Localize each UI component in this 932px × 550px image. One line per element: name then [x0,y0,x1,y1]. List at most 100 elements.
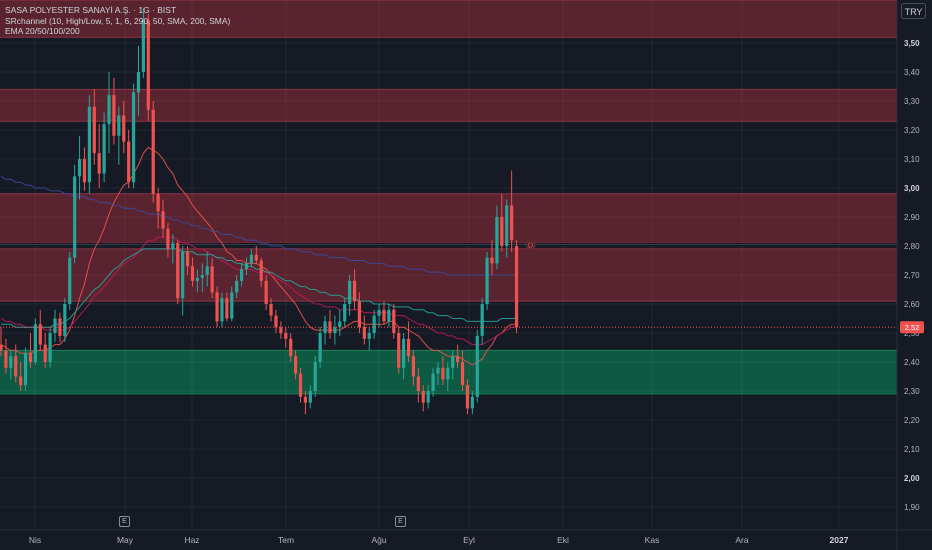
candle-body [131,92,136,183]
candle-body [171,243,175,249]
candle-body [303,396,308,403]
chart-legend: SASA POLYESTER SANAYİ A.Ş. · 1G · BIST S… [5,5,230,37]
candle-body [294,356,298,374]
time-tick-label: Tem [278,535,294,545]
candle-body [9,356,13,368]
candle-body [352,280,357,302]
indicator-ema-label[interactable]: EMA 20/50/100/200 [5,26,80,36]
time-tick-label: Ağu [371,535,386,545]
candle-body [185,251,190,267]
candle-body [136,72,141,93]
candle-body [328,321,332,333]
candle-body [456,356,460,362]
candle-body [181,251,185,299]
candle-body [254,254,258,261]
candle-body [4,350,8,368]
candle-body [28,353,33,362]
candle-body [362,327,366,339]
candle-body [318,333,322,362]
candle-body [402,338,406,368]
candle-body [406,338,411,357]
price-tick-label: 3,50 [904,39,920,48]
candle-body [505,205,509,246]
candle-body [451,356,455,368]
time-axis[interactable]: Nis May Haz Tem Ağu Eyl Eki Kas Ara 2027 [0,529,932,545]
candle-body [48,333,52,362]
candle-body [431,373,435,391]
candle-body [239,269,244,281]
candle-body [313,362,317,391]
candle-body [166,228,170,249]
candle-body [284,333,288,339]
candle-body [122,115,126,142]
sr-zones [0,0,897,395]
candle-body [19,376,23,386]
time-tick-label: Kas [645,535,660,545]
candle-body [151,109,155,194]
price-tick-label: 3,20 [904,126,920,135]
indicator-srchannel-label[interactable]: SRchannel (10, High/Low, 5, 1, 6, 290, 5… [5,15,231,26]
candle-body [289,338,293,357]
candle-body [230,292,234,319]
candle-body [269,304,273,316]
candle-body [73,176,77,258]
candle-body [274,315,278,328]
candle-body [333,327,337,333]
candle-body [190,266,195,281]
candle-body [220,298,224,322]
earnings-event-marker[interactable]: E [395,516,406,527]
current-price-label: 2,52 [905,323,920,332]
candle-body [176,243,180,299]
price-axis[interactable]: 3,50 3,40 3,30 3,20 3,10 3,00 2,90 2,80 2,70 2,60… [896,0,932,550]
candle-body [127,141,131,183]
price-tick-label: 2,50 [904,329,920,338]
candle-body [210,266,214,293]
candle-body [215,292,219,322]
candle-body [156,193,160,212]
candle-body [200,275,204,278]
candle-body [416,376,420,391]
candle-body [298,373,303,397]
candle-body [500,217,504,246]
candle-body [279,327,283,333]
ema-line [1,248,517,328]
candle-body [107,95,111,125]
candle-body [58,318,62,336]
horizontal-level: D [0,239,897,250]
candle-body [460,362,465,386]
candle-body [97,153,101,174]
symbol-title[interactable]: SASA POLYESTER SANAYİ A.Ş. · 1G · BIST [5,5,177,15]
candle-body [264,280,268,304]
candle-body [348,280,352,304]
candle-body [495,217,499,264]
candle-body [225,298,229,319]
time-tick-label: Eki [557,535,569,545]
candle-body [161,211,165,229]
candle-body [367,333,371,339]
candle-body [249,254,254,264]
candle-body [38,324,42,345]
candle-body [141,19,145,72]
candle-body [308,391,312,403]
ema-line [0,236,517,346]
price-tick-label: 3,00 [904,184,920,193]
level-marker-badge [525,239,536,250]
candle-body [441,367,445,380]
earnings-event-marker[interactable]: E [119,516,130,527]
candle-body [43,344,47,362]
candle-body [259,260,263,281]
price-tick-label: 3,30 [904,97,920,106]
candle-body [357,301,362,328]
candle-body [87,106,91,183]
candle-body [68,257,72,304]
time-tick-label: Ara [735,535,749,545]
price-tick-label: 3,10 [904,155,920,164]
candle-body [510,205,514,241]
price-tick-label: 2,80 [904,242,920,251]
price-tick-label: 2,20 [904,416,920,425]
candle-body [436,367,440,374]
time-tick-label: Haz [184,535,199,545]
currency-button[interactable]: TRY [901,3,926,19]
